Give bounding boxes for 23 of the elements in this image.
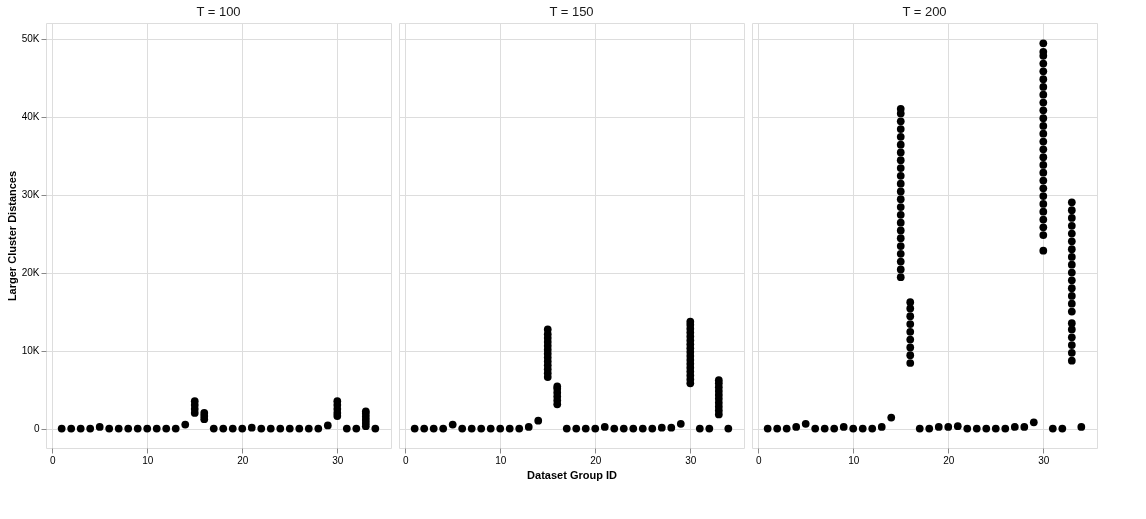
x-tick-label: 30 — [1038, 454, 1050, 466]
x-tick-label: 20 — [237, 454, 249, 466]
y-tick-label: 30K — [21, 189, 40, 201]
x-tick-label: 10 — [848, 454, 860, 466]
chart-title: T = 150 — [549, 4, 594, 19]
x-tick-label: 10 — [495, 454, 507, 466]
x-tick-label: 0 — [755, 454, 762, 466]
x-tick-label: 20 — [590, 454, 602, 466]
y-tick-label: 20K — [21, 267, 40, 279]
x-axis-title: Dataset Group ID — [527, 468, 617, 481]
chart-title: T = 100 — [196, 4, 241, 19]
y-tick-label: 10K — [21, 345, 40, 357]
x-tick-label: 0 — [402, 454, 409, 466]
chart-title: T = 200 — [902, 4, 947, 19]
y-axis-title: Larger Cluster Distances — [5, 170, 18, 302]
y-tick-label: 40K — [21, 111, 40, 123]
x-tick-label: 20 — [943, 454, 955, 466]
x-tick-label: 0 — [49, 454, 56, 466]
y-tick-label: 50K — [21, 33, 40, 45]
y-tick-label: 0 — [33, 423, 40, 434]
x-tick-label: 30 — [332, 454, 344, 466]
x-tick-label: 10 — [142, 454, 154, 466]
x-tick-label: 30 — [685, 454, 697, 466]
